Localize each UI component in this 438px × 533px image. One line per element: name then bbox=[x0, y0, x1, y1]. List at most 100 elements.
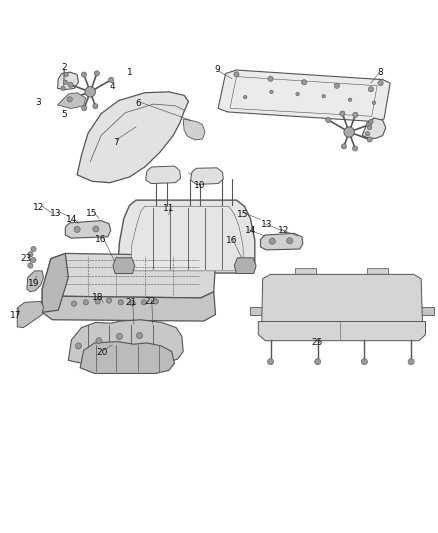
Polygon shape bbox=[42, 289, 215, 321]
Text: 7: 7 bbox=[113, 138, 119, 147]
Circle shape bbox=[130, 301, 135, 306]
Circle shape bbox=[81, 72, 87, 77]
Circle shape bbox=[137, 333, 143, 338]
Circle shape bbox=[268, 359, 274, 365]
Polygon shape bbox=[27, 271, 43, 292]
Circle shape bbox=[234, 72, 239, 77]
Circle shape bbox=[314, 359, 321, 365]
Text: 12: 12 bbox=[33, 203, 45, 212]
Circle shape bbox=[353, 146, 358, 151]
Text: 13: 13 bbox=[50, 209, 62, 218]
Circle shape bbox=[365, 132, 370, 136]
Bar bbox=[367, 268, 389, 277]
Circle shape bbox=[28, 252, 33, 257]
Text: 5: 5 bbox=[61, 110, 67, 119]
Circle shape bbox=[83, 300, 88, 305]
Text: 9: 9 bbox=[214, 64, 220, 74]
Polygon shape bbox=[42, 253, 68, 312]
Polygon shape bbox=[77, 92, 188, 183]
Circle shape bbox=[378, 80, 383, 86]
Circle shape bbox=[340, 111, 345, 116]
Circle shape bbox=[268, 76, 273, 82]
Polygon shape bbox=[258, 321, 426, 341]
Text: 16: 16 bbox=[95, 235, 106, 244]
Circle shape bbox=[369, 119, 373, 124]
Circle shape bbox=[81, 106, 87, 111]
Text: 13: 13 bbox=[261, 220, 273, 229]
Circle shape bbox=[368, 87, 374, 92]
Text: 15: 15 bbox=[237, 209, 249, 219]
Polygon shape bbox=[230, 77, 377, 116]
Polygon shape bbox=[183, 119, 205, 140]
Polygon shape bbox=[80, 342, 174, 374]
Text: 8: 8 bbox=[378, 68, 383, 77]
Text: 4: 4 bbox=[109, 82, 115, 91]
Circle shape bbox=[93, 103, 98, 109]
Circle shape bbox=[31, 246, 36, 252]
Circle shape bbox=[67, 96, 72, 102]
Circle shape bbox=[28, 263, 33, 268]
Circle shape bbox=[270, 90, 273, 94]
Text: 10: 10 bbox=[194, 181, 205, 190]
Polygon shape bbox=[146, 166, 180, 183]
Circle shape bbox=[348, 98, 352, 101]
Circle shape bbox=[61, 86, 65, 91]
Circle shape bbox=[93, 226, 99, 232]
Text: 19: 19 bbox=[28, 279, 39, 288]
Circle shape bbox=[153, 299, 158, 304]
Polygon shape bbox=[113, 258, 135, 273]
Circle shape bbox=[296, 92, 299, 96]
Circle shape bbox=[63, 80, 67, 84]
Polygon shape bbox=[218, 70, 390, 122]
Polygon shape bbox=[57, 72, 78, 90]
Text: 20: 20 bbox=[96, 349, 108, 358]
Text: 14: 14 bbox=[66, 215, 78, 224]
Text: 16: 16 bbox=[226, 236, 237, 245]
Polygon shape bbox=[262, 274, 423, 323]
Polygon shape bbox=[362, 118, 386, 139]
Circle shape bbox=[108, 77, 113, 83]
Text: 18: 18 bbox=[92, 294, 103, 302]
Polygon shape bbox=[234, 258, 256, 273]
Circle shape bbox=[367, 137, 372, 142]
Circle shape bbox=[117, 333, 123, 340]
Polygon shape bbox=[65, 221, 111, 238]
Circle shape bbox=[118, 300, 124, 305]
Text: 15: 15 bbox=[86, 209, 97, 218]
Polygon shape bbox=[261, 233, 303, 250]
Polygon shape bbox=[42, 253, 215, 298]
Text: 17: 17 bbox=[10, 311, 22, 320]
Polygon shape bbox=[131, 206, 244, 271]
Circle shape bbox=[71, 301, 77, 306]
Circle shape bbox=[244, 95, 247, 99]
Circle shape bbox=[95, 299, 100, 304]
Text: 2: 2 bbox=[61, 63, 67, 72]
Circle shape bbox=[322, 94, 325, 98]
Text: 23: 23 bbox=[20, 254, 32, 263]
Circle shape bbox=[269, 238, 276, 244]
Circle shape bbox=[64, 72, 68, 77]
Circle shape bbox=[94, 71, 99, 76]
Circle shape bbox=[68, 82, 73, 87]
Circle shape bbox=[353, 112, 358, 117]
Text: 3: 3 bbox=[35, 98, 41, 107]
Text: 11: 11 bbox=[163, 204, 174, 213]
Text: 22: 22 bbox=[145, 297, 155, 306]
Circle shape bbox=[96, 338, 102, 344]
Circle shape bbox=[361, 359, 367, 365]
Polygon shape bbox=[17, 302, 43, 328]
Circle shape bbox=[141, 300, 147, 305]
Polygon shape bbox=[57, 93, 86, 108]
Circle shape bbox=[341, 144, 346, 149]
Text: 14: 14 bbox=[245, 226, 256, 235]
Polygon shape bbox=[68, 320, 183, 365]
Polygon shape bbox=[118, 200, 255, 273]
Text: 21: 21 bbox=[125, 298, 137, 307]
Circle shape bbox=[301, 79, 307, 85]
Circle shape bbox=[106, 298, 112, 303]
Circle shape bbox=[372, 101, 376, 104]
Bar bbox=[250, 306, 265, 314]
Circle shape bbox=[75, 343, 81, 349]
Circle shape bbox=[85, 87, 95, 97]
Circle shape bbox=[287, 238, 293, 244]
